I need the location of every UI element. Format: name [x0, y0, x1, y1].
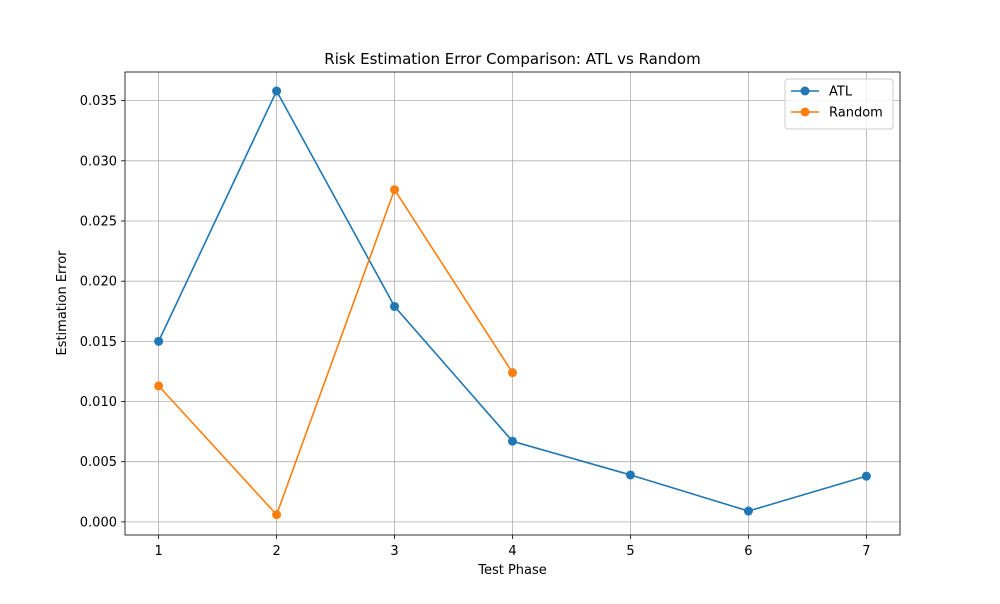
x-tick-label: 5 — [626, 544, 634, 559]
data-point-random — [508, 368, 517, 378]
x-tick-label: 3 — [390, 544, 398, 559]
data-point-random — [390, 185, 400, 195]
legend-swatch-marker — [800, 86, 810, 96]
data-point-atl — [154, 336, 164, 346]
x-axis-label: Test Phase — [477, 563, 547, 578]
x-tick-label: 2 — [272, 544, 280, 559]
tick-marks: 1 2 3 4 5 6 7 0.000 0.005 0.010 0.015 0.020 0.025 0.0… — [80, 94, 871, 559]
y-tick-label: 0.035 — [80, 94, 117, 109]
data-point-atl — [390, 301, 400, 311]
y-axis-label: Estimation Error — [55, 250, 70, 356]
data-point-random — [154, 381, 164, 391]
legend-swatch-marker — [800, 107, 810, 117]
y-tick-label: 0.030 — [80, 154, 117, 169]
y-tick-label: 0.000 — [80, 515, 117, 530]
data-point-atl — [508, 436, 517, 446]
data-point-random — [272, 510, 282, 520]
x-tick-label: 4 — [508, 544, 516, 559]
series-line-random — [158, 187, 514, 517]
data-point-atl — [272, 86, 282, 96]
y-tick-label: 0.025 — [80, 214, 117, 229]
x-tick-label: 6 — [744, 544, 752, 559]
grid-lines — [125, 72, 900, 535]
legend: ATL Random — [784, 78, 894, 130]
x-tick-label: 7 — [862, 544, 870, 559]
series-lines — [154, 86, 871, 520]
chart-title: Risk Estimation Error Comparison: ATL vs… — [324, 50, 700, 68]
data-point-atl — [743, 506, 753, 516]
legend-label: Random — [829, 106, 883, 121]
legend-label: ATL — [829, 85, 853, 100]
y-tick-label: 0.020 — [80, 275, 117, 290]
data-point-atl — [861, 471, 871, 481]
y-tick-label: 0.005 — [80, 455, 117, 470]
y-tick-label: 0.010 — [80, 395, 117, 410]
data-point-atl — [625, 470, 635, 480]
y-tick-label: 0.015 — [80, 335, 117, 350]
x-tick-label: 1 — [154, 544, 162, 559]
